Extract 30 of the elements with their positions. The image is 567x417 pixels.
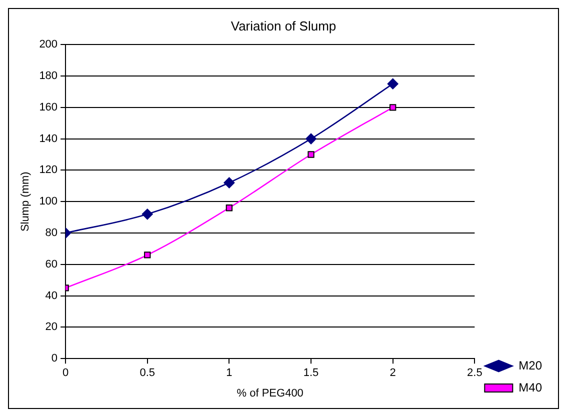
x-axis-title: % of PEG400 bbox=[236, 387, 304, 400]
y-tick-label: 160 bbox=[39, 101, 58, 114]
legend-label: M40 bbox=[518, 380, 542, 394]
x-tick-label: 0 bbox=[62, 367, 69, 380]
legend-label: M20 bbox=[518, 358, 542, 372]
point bbox=[306, 133, 317, 144]
x-tick-label: 0.5 bbox=[140, 367, 156, 380]
x-tick-label: 1.5 bbox=[303, 367, 319, 380]
x-tick-label: 1 bbox=[226, 367, 232, 380]
point bbox=[144, 252, 151, 258]
point bbox=[142, 208, 153, 220]
y-axis-title: Slump (mm) bbox=[20, 172, 32, 232]
point bbox=[308, 151, 314, 158]
y-tick-label: 40 bbox=[45, 290, 58, 302]
x-tick-label: 2 bbox=[390, 367, 396, 380]
point bbox=[226, 204, 233, 212]
point bbox=[387, 78, 398, 90]
point bbox=[390, 104, 396, 111]
y-tick-label: 20 bbox=[45, 321, 58, 334]
point bbox=[224, 177, 235, 188]
y-tick-label: 200 bbox=[39, 38, 58, 51]
y-tick-label: 60 bbox=[45, 258, 58, 270]
x-tick-label: 2.5 bbox=[467, 367, 482, 380]
y-tick-label: 180 bbox=[39, 70, 58, 82]
chart-title: Variation of Slump bbox=[230, 18, 336, 34]
y-tick-label: 100 bbox=[39, 196, 58, 208]
y-tick-label: 80 bbox=[45, 227, 58, 240]
y-tick-label: 0 bbox=[51, 352, 58, 365]
y-tick-label: 140 bbox=[39, 132, 58, 145]
y-tick-label: 120 bbox=[39, 164, 58, 176]
